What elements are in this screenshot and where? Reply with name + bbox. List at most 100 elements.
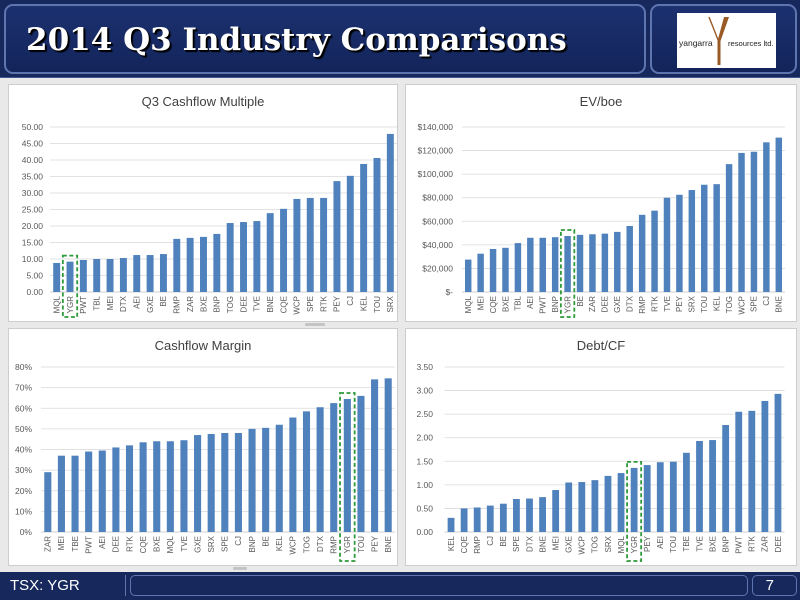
y-tick-label: 25.00 — [22, 205, 44, 215]
category-label: DEE — [601, 296, 610, 312]
bar-aei — [656, 462, 664, 532]
y-tick-label: 30% — [15, 465, 32, 475]
bar-rtk — [125, 445, 134, 532]
y-tick-label: $140,000 — [418, 122, 454, 132]
logo-text-right: resources ltd. — [728, 39, 774, 48]
panel-divider-grip — [233, 567, 247, 570]
category-label: TOG — [226, 296, 235, 313]
category-label: BXE — [708, 536, 717, 552]
bar-ygr — [564, 236, 571, 292]
company-logo: yangarra resources ltd. — [677, 13, 776, 68]
category-label: DTX — [626, 295, 635, 312]
category-label: BNE — [775, 296, 784, 312]
bar-srx — [207, 434, 215, 532]
category-label: RMP — [173, 296, 182, 314]
bar-bne — [384, 378, 392, 532]
bar-dtx — [119, 258, 127, 292]
bar-mei — [106, 259, 114, 292]
bar-pwt — [735, 411, 743, 532]
category-label: CQE — [279, 296, 288, 313]
bar-pwt — [79, 259, 87, 292]
bar-mql — [166, 441, 174, 532]
bar-tve — [253, 221, 261, 292]
chart-panel-q3-cashflow-multiple: 0.00 5.00 10.00 15.00 20.00 25.00 30.00 35.00 40… — [8, 84, 398, 322]
category-label: DEE — [112, 536, 121, 552]
bar-be — [262, 427, 270, 532]
category-label: TVE — [180, 536, 189, 552]
category-label: BXE — [199, 296, 208, 312]
y-tick-label: 45.00 — [22, 139, 44, 149]
bar-tve — [663, 197, 671, 292]
category-label: TBL — [514, 295, 523, 310]
category-label: MQL — [52, 295, 61, 313]
y-tick-label: 5.00 — [26, 271, 43, 281]
y-tick-label: 10.00 — [22, 254, 44, 264]
category-label: ZAR — [761, 536, 770, 552]
highlight-box-ygr — [626, 460, 643, 562]
category-label: ZAR — [44, 536, 53, 552]
category-label: YGR — [630, 536, 639, 554]
category-label: RTK — [125, 535, 134, 552]
bar-bne — [539, 497, 546, 532]
bar-tve — [180, 440, 188, 532]
bar-rmp — [473, 507, 481, 532]
bar-cj — [763, 142, 770, 292]
category-label: TOU — [669, 536, 678, 553]
y-tick-label: 20% — [15, 486, 32, 496]
bar-srx — [688, 190, 696, 292]
bar-mql — [617, 473, 625, 532]
y-tick-label: 3.00 — [416, 386, 433, 396]
slide-footer: TSX: YGR 7 — [0, 572, 800, 600]
bar-tbe — [683, 452, 690, 532]
category-label: RMP — [330, 536, 339, 554]
category-label: TVE — [695, 536, 704, 552]
y-tick-label: 1.00 — [416, 480, 433, 490]
category-label: GXE — [565, 536, 574, 553]
category-label: PEY — [675, 295, 684, 312]
bar-tou — [701, 184, 708, 292]
category-label: PEY — [643, 535, 652, 552]
category-label: CJ — [762, 296, 771, 306]
category-label: MEI — [476, 296, 485, 310]
bar-bne — [775, 137, 783, 292]
bar-ygr — [343, 398, 351, 532]
category-label: SRX — [604, 535, 613, 552]
category-label: TOU — [700, 296, 709, 313]
bar-be — [499, 503, 507, 532]
category-label: AEI — [526, 296, 535, 309]
category-label: TOG — [725, 296, 734, 313]
title-frame: 2014 Q3 Industry Comparisons — [4, 4, 646, 74]
category-label: GXE — [193, 536, 202, 553]
category-label: TOU — [357, 536, 366, 553]
y-tick-label: 50% — [15, 424, 32, 434]
bar-tbe — [71, 455, 79, 532]
bar-be — [576, 234, 584, 292]
category-label: YGR — [343, 536, 352, 554]
category-label: SPE — [512, 536, 521, 552]
bar-srx — [604, 475, 612, 532]
category-label: CJ — [346, 296, 355, 306]
category-label: KEL — [712, 295, 721, 311]
category-label: KEL — [447, 535, 456, 551]
bar-spe — [750, 151, 758, 292]
bar-zar — [761, 400, 769, 532]
category-label: DEE — [774, 536, 783, 552]
category-label: DTX — [119, 295, 128, 312]
category-label: RTK — [650, 295, 659, 312]
y-tick-label: $- — [445, 287, 453, 297]
category-label: TBE — [71, 536, 80, 552]
category-label: PWT — [735, 536, 744, 554]
category-label: PWT — [84, 536, 93, 554]
bar-bxe — [200, 236, 207, 292]
bar-tve — [696, 441, 703, 532]
y-tick-label: 0.00 — [26, 287, 43, 297]
category-label: GXE — [146, 296, 155, 313]
category-label: YGR — [563, 296, 572, 314]
bar-spe — [306, 197, 314, 292]
category-label: BXE — [501, 296, 510, 312]
y-tick-label: 0.50 — [416, 503, 433, 513]
ticker-symbol: TSX: YGR — [10, 577, 80, 594]
logo-frame: yangarra resources ltd. — [650, 4, 797, 74]
y-tick-label: 1.50 — [416, 456, 433, 466]
category-label: YGR — [66, 296, 75, 314]
